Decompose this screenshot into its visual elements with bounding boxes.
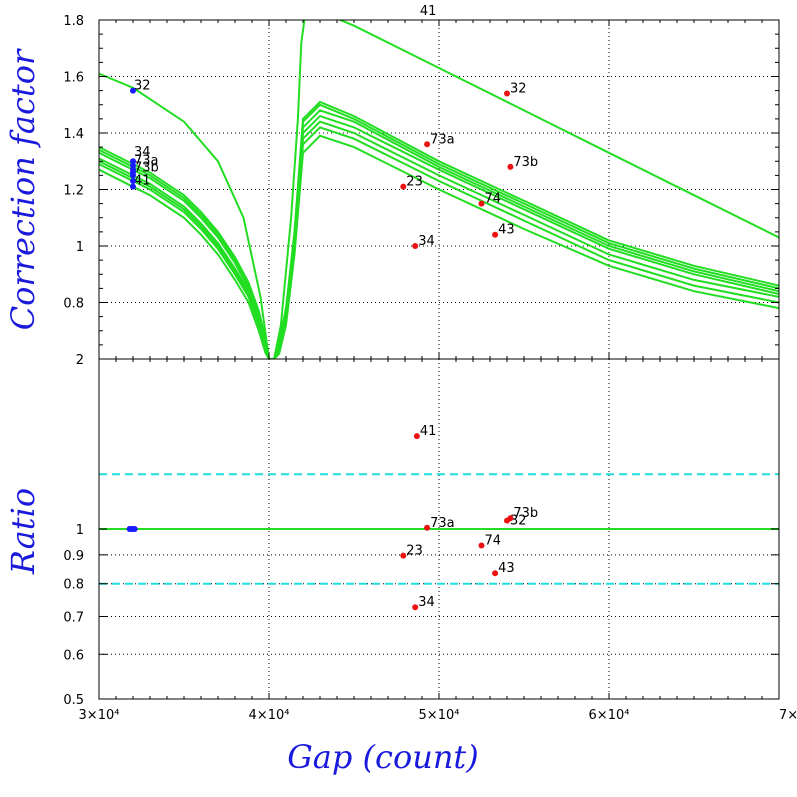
top-red-point-34 — [412, 243, 419, 249]
top-blue-point-73a — [130, 162, 136, 169]
top-blue-point-34 — [130, 158, 136, 165]
x-tick-label: 5×10⁴ — [419, 708, 460, 723]
bottom-red-point-43 — [492, 570, 499, 577]
x-tick-label: 7×10 — [779, 708, 797, 723]
bottom-red-point-23 — [400, 552, 407, 559]
top-red-point-32 — [504, 90, 510, 97]
bottom-y-tick-label: 0.8 — [63, 578, 84, 593]
top-red-point-23 — [400, 183, 407, 190]
top-y-tick-label: 1 — [76, 240, 84, 255]
top-red-point-label: 34 — [418, 234, 435, 249]
top-y-tick-label: 1.6 — [63, 71, 84, 86]
bottom-y-tick-label: 0.5 — [63, 693, 84, 708]
correction-curve-32 — [99, 100, 779, 359]
bottom-red-point-label: 23 — [406, 544, 423, 559]
correction-curve-74 — [99, 120, 779, 359]
x-tick-label: 3×10⁴ — [79, 708, 120, 723]
top-blue-point-label: 34 — [134, 145, 151, 160]
top-red-point-label: 43 — [498, 223, 515, 238]
top-red-point-label: 23 — [406, 175, 423, 190]
bottom-red-point-label: 74 — [485, 533, 502, 548]
bottom-red-point-label: 73a — [430, 516, 455, 531]
correction-curve-41 — [99, 20, 779, 359]
top-blue-point-32 — [130, 87, 136, 94]
tick-labels: 3×10⁴ 4×10⁴ 5×10⁴ 6×10⁴ 7×10 0.8 1 1.2 1.4 1.6 1.8… — [63, 4, 797, 723]
bottom-y-tick-label: 0.9 — [63, 549, 84, 564]
top-blue-point-label: 32 — [134, 79, 151, 94]
top-blue-point-73b — [130, 172, 136, 179]
markers — [126, 87, 514, 611]
top-y-tick-label: 1.8 — [63, 14, 84, 29]
top-red-point-label: 73b — [513, 155, 538, 170]
axis-ticks — [98, 19, 780, 700]
top-blue-point-label: 73a — [134, 153, 159, 168]
top-red-point-73a — [424, 141, 431, 148]
correction-curve-43 — [99, 134, 779, 359]
bottom-red-point-74 — [478, 542, 485, 549]
top-y-axis-title: Correction factor — [4, 48, 42, 330]
bottom-red-point-73a — [424, 524, 431, 531]
correction-curve-73b — [99, 109, 779, 359]
bottom-red-point-label: 41 — [420, 424, 437, 439]
correction-curve-23 — [99, 114, 779, 359]
bottom-red-point-label: 32 — [510, 514, 527, 529]
top-blue-point-43 — [130, 178, 136, 185]
bottom-red-point-label: 34 — [418, 595, 435, 610]
correction-curve-73a — [99, 103, 779, 359]
bottom-y-tick-label: 1 — [76, 523, 84, 538]
bottom-y-tick-label: 2 — [76, 353, 84, 368]
bottom-red-point-41 — [413, 433, 420, 440]
top-blue-point-41 — [130, 183, 136, 190]
top-red-point-label: 41 — [420, 4, 437, 19]
top-red-point-74 — [478, 200, 485, 207]
bottom-red-point-34 — [412, 604, 419, 611]
bottom-red-point-label: 73b — [513, 506, 538, 521]
top-curves — [99, 20, 779, 359]
top-y-tick-label: 1.4 — [63, 127, 84, 142]
x-tick-label: 4×10⁴ — [249, 708, 290, 723]
bottom-blue-point — [131, 526, 138, 532]
correction-curve-34 — [99, 126, 779, 359]
top-red-point-43 — [492, 231, 499, 238]
top-red-point-label: 73a — [430, 132, 455, 147]
top-red-point-label: 32 — [510, 81, 527, 96]
bottom-y-tick-label: 0.6 — [63, 648, 84, 663]
x-tick-label: 6×10⁴ — [589, 708, 630, 723]
top-y-tick-label: 0.8 — [63, 297, 84, 312]
top-blue-point-label: 73b — [134, 161, 159, 176]
top-red-point-73b — [507, 163, 514, 170]
bottom-reference-lines — [99, 473, 779, 585]
top-blue-point-label: 41 — [134, 173, 151, 188]
x-axis-title: Gap (count) — [287, 738, 479, 776]
bottom-y-axis-title: Ratio — [4, 488, 42, 575]
top-y-tick-label: 1.2 — [63, 184, 84, 199]
top-red-point-label: 74 — [485, 192, 502, 207]
bottom-y-tick-label: 0.7 — [63, 610, 84, 625]
bottom-red-point-label: 43 — [498, 561, 515, 576]
bottom-red-point-32 — [504, 517, 510, 524]
